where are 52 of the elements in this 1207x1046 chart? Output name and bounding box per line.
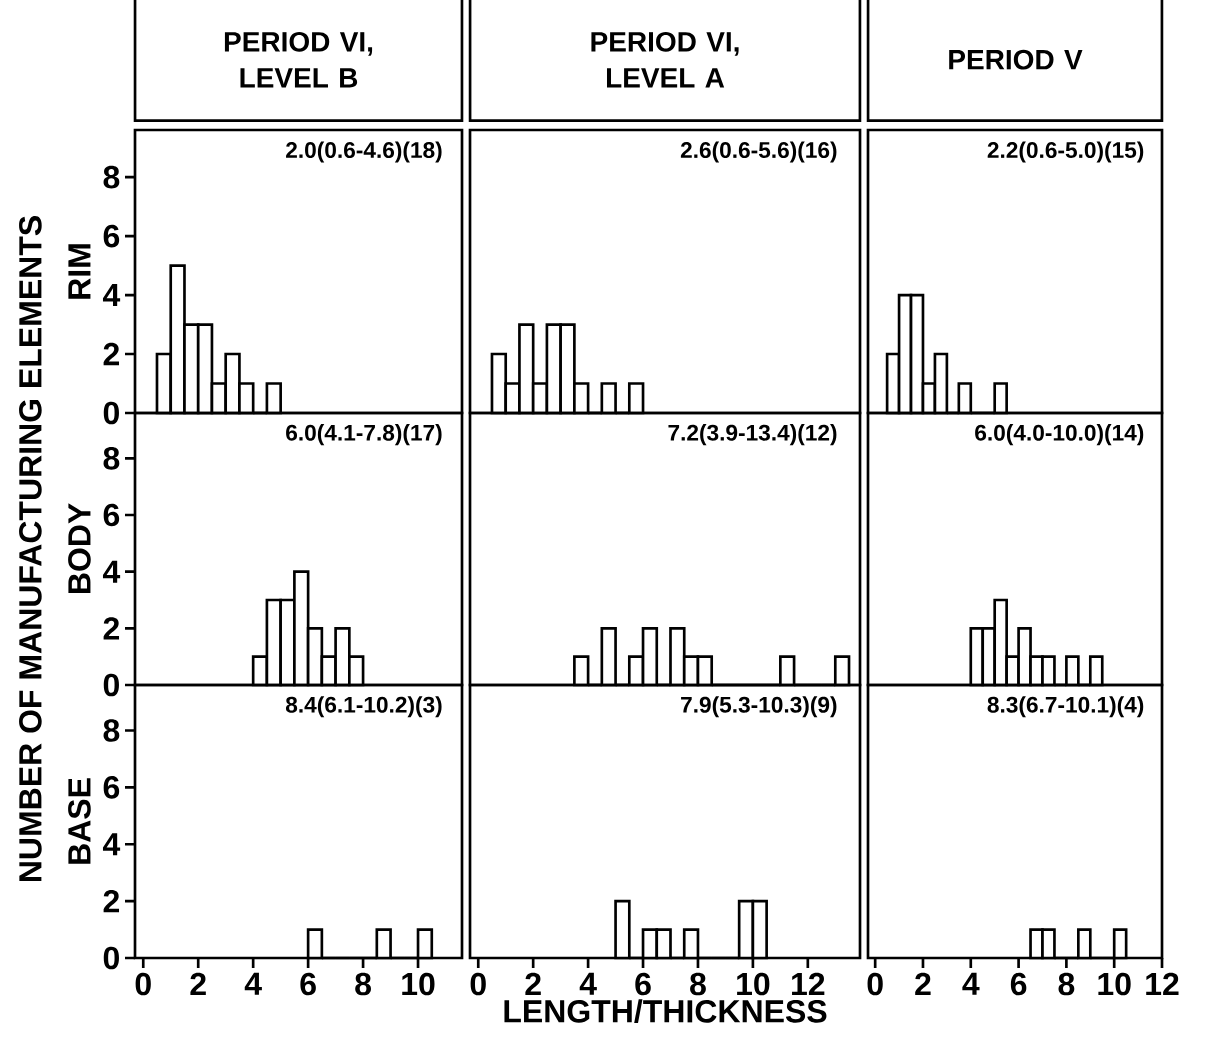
y-tick-label: 2 (103, 342, 120, 366)
x-tick-label: 12 (1146, 972, 1179, 996)
annotation: 8.3(6.7-10.1)(4) (987, 696, 1144, 718)
x-tick-label: 6 (635, 972, 651, 996)
x-tick-label: 10 (737, 972, 770, 996)
chart-title: PERIOD VI, LEVEL B (224, 31, 373, 88)
x-tick-label: 8 (690, 972, 706, 996)
x-tick-label: 12 (792, 972, 825, 996)
x-tick-label: 6 (300, 972, 316, 996)
x-tick-label: 8 (355, 972, 371, 996)
y-tick-label: 8 (103, 447, 120, 470)
x-tick-label: 8 (1058, 972, 1075, 996)
chart-title: PERIOD V (949, 49, 1083, 70)
x-tick-label: 4 (579, 972, 597, 995)
x-tick-label: 4 (244, 972, 262, 995)
y-tick-label: 4 (102, 284, 121, 307)
chart-title: PERIOD VI, LEVEL A (591, 31, 739, 88)
y-tick-label: 6 (103, 224, 120, 248)
x-tick-label: 10 (402, 972, 435, 996)
y-axis-title: BODY (68, 503, 91, 594)
annotation: 2.0(0.6-4.6)(18) (286, 141, 442, 163)
y-tick-label: 6 (103, 776, 120, 799)
text: NUMBER OF MANUFACTURING ELEMENTS (19, 216, 42, 882)
annotation: 7.9(5.3-10.3)(9) (681, 696, 837, 718)
x-tick-label: 0 (135, 972, 151, 996)
annotation: 8.4(6.1-10.2)(3) (285, 696, 442, 718)
y-tick-label: 8 (103, 719, 120, 742)
x-tick-label: 2 (525, 972, 541, 996)
y-tick-label: 0 (103, 401, 119, 425)
x-tick-label: 0 (470, 972, 486, 996)
x-tick-label: 0 (867, 972, 883, 996)
x-axis-title: LENGTH/THICKNESS (504, 999, 827, 1024)
annotation: 2.2(0.6-5.0)(15) (987, 141, 1144, 163)
y-tick-label: 4 (102, 833, 121, 856)
y-axis-title: RIM (68, 244, 91, 299)
x-tick-label: 10 (1098, 972, 1131, 996)
x-tick-label: 2 (915, 972, 931, 996)
annotation: 6.0(4.1-7.8)(17) (286, 424, 442, 446)
y-tick-label: 0 (103, 946, 119, 970)
y-axis-title: BASE (68, 778, 91, 864)
y-tick-label: 6 (103, 503, 120, 527)
y-tick-label: 2 (103, 889, 120, 913)
y-tick-label: 0 (103, 673, 119, 697)
annotation: 7.2(3.9-13.4)(12) (668, 424, 837, 446)
x-tick-label: 2 (190, 972, 206, 996)
annotation: 2.6(0.6-5.6)(16) (680, 141, 837, 163)
x-tick-label: 6 (1010, 972, 1027, 996)
y-tick-label: 8 (103, 165, 120, 189)
x-tick-label: 4 (962, 972, 980, 995)
y-tick-label: 2 (103, 617, 120, 640)
annotation: 6.0(4.0-10.0)(14) (975, 424, 1144, 446)
y-tick-label: 4 (102, 560, 121, 583)
